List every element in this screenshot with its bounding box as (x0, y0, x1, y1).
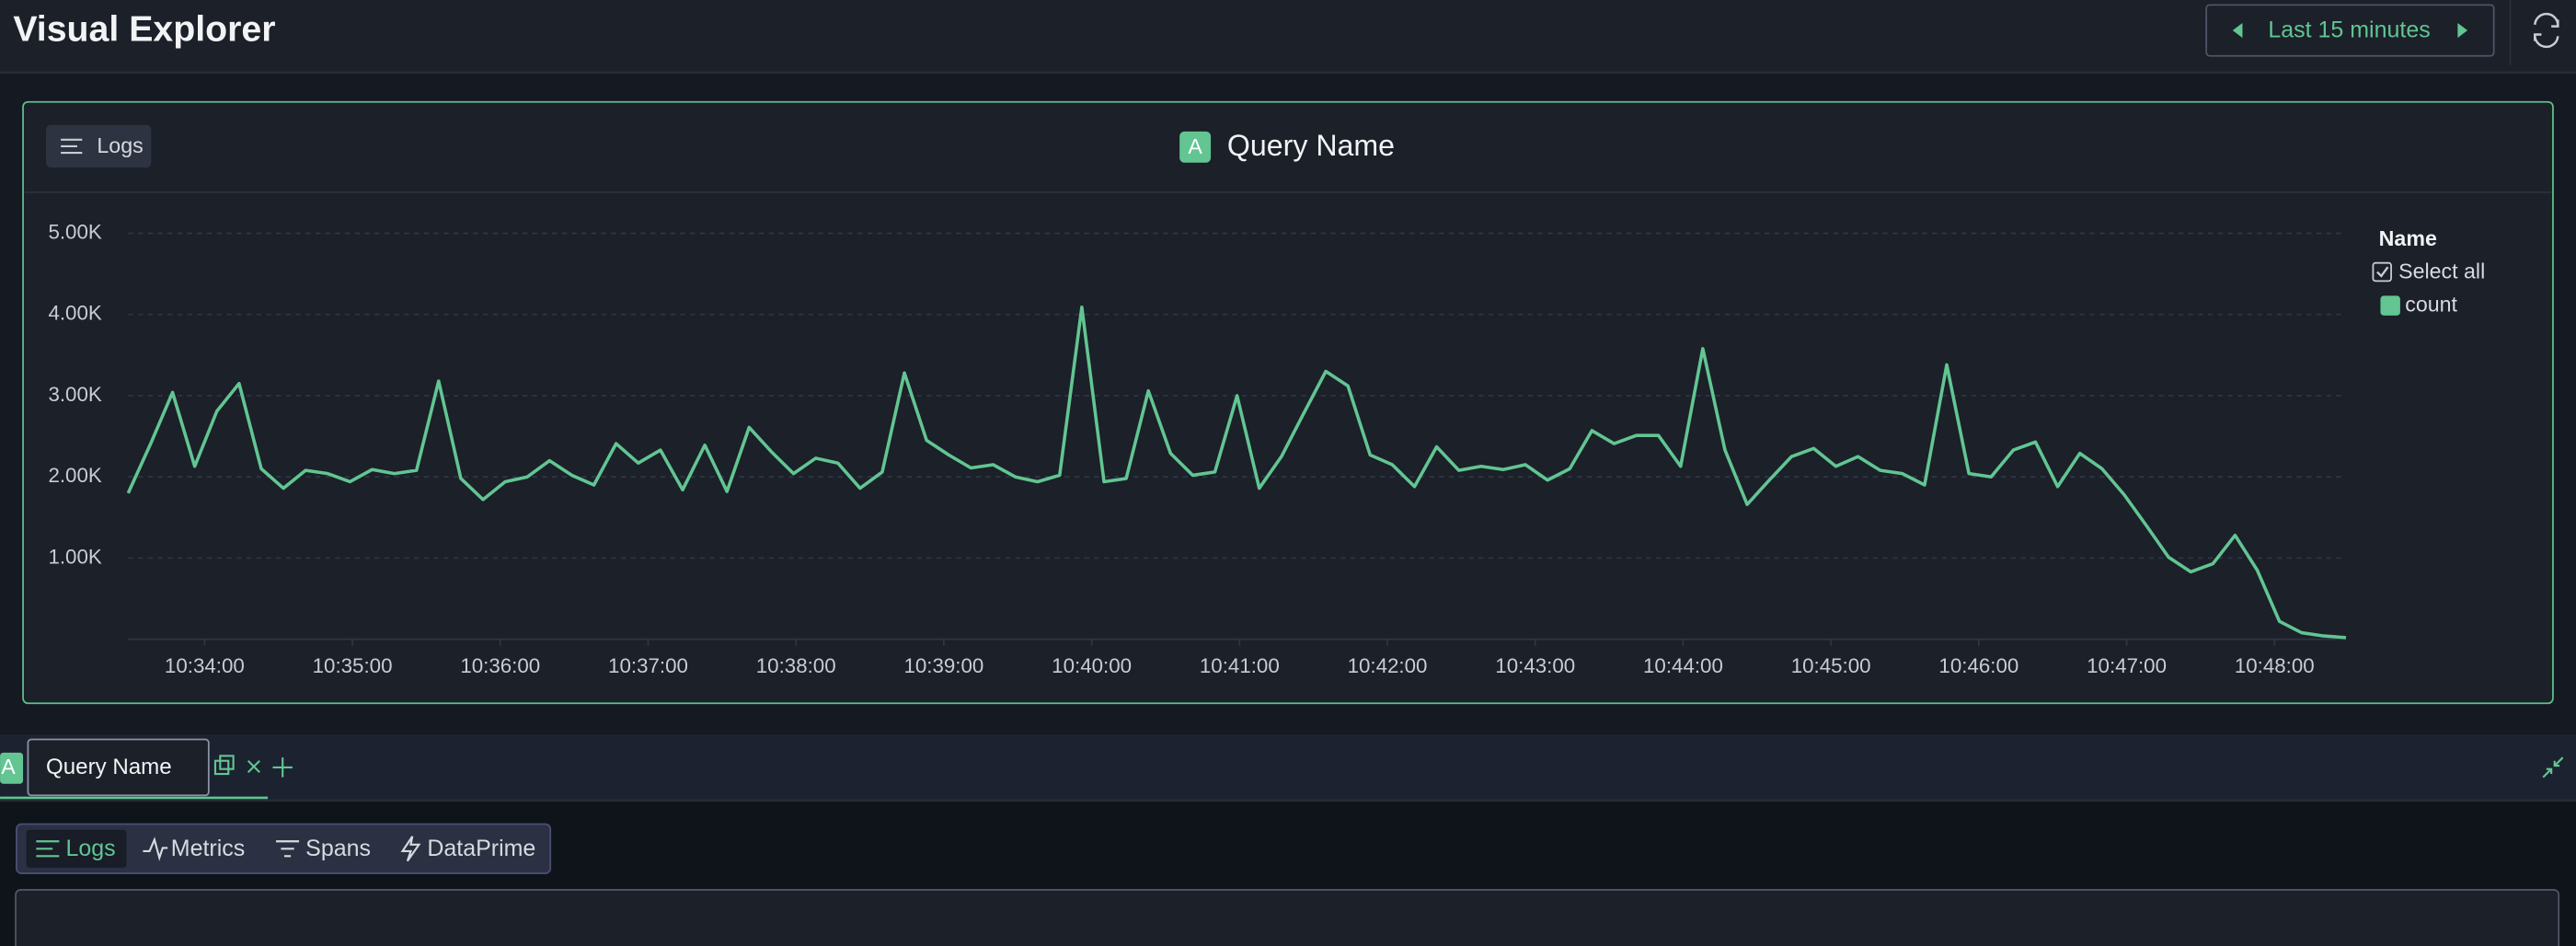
close-tab-icon[interactable] (247, 759, 260, 774)
query-type-button[interactable]: Logs (36, 836, 116, 861)
tab-badge (0, 752, 24, 784)
chart-panel (22, 100, 2554, 705)
x-tick-label: 10:35:00 (313, 654, 393, 677)
header (0, 0, 2576, 73)
checkbox[interactable] (2372, 261, 2392, 283)
y-tick-label: 4.00K (48, 302, 101, 325)
query-type-label[interactable]: Spans (305, 836, 371, 861)
time-range-picker[interactable]: Last 15 minutes (2205, 4, 2495, 57)
checkmark (2376, 266, 2389, 278)
collapse-icon[interactable] (2542, 756, 2564, 779)
next-arrow[interactable] (2457, 22, 2468, 39)
duplicate-icon[interactable] (213, 759, 230, 776)
x-tick-label: 10:36:00 (460, 654, 540, 677)
y-tick-label: 2.00K (48, 464, 101, 487)
logs-button-bg (46, 124, 152, 168)
plot: 1.00K 2.00K 3.00K 4.00K 5.00K 10:34:00 10:35:0… (48, 220, 2457, 676)
dataprime-icon (400, 836, 421, 862)
logs-source-button[interactable]: Logs (46, 124, 152, 168)
add-tab-icon[interactable] (272, 757, 293, 778)
legend-select-all-label[interactable]: Select all (2398, 260, 2485, 283)
query-badge (1179, 131, 1212, 163)
x-tick-label: 10:43:00 (1495, 654, 1575, 677)
tab-badge-letter: A (1, 755, 16, 779)
logs-button-label[interactable]: Logs (97, 133, 143, 157)
legend-title: Name (2379, 226, 2437, 250)
legend-swatch[interactable] (2380, 295, 2400, 316)
x-tick-label: 10:44:00 (1643, 654, 1723, 677)
refresh-button[interactable] (2534, 12, 2559, 49)
x-tick-label: 10:41:00 (1200, 654, 1280, 677)
x-tick-label: 10:45:00 (1791, 654, 1871, 677)
x-tick-label: 10:34:00 (165, 654, 245, 677)
query-type-button[interactable]: DataPrime (400, 836, 536, 862)
page-title: Visual Explorer (13, 8, 275, 49)
spans-icon (276, 840, 300, 858)
x-tick-label: 10:38:00 (756, 654, 836, 677)
x-tick-label: 10:37:00 (608, 654, 688, 677)
query-tab-bar (0, 734, 2576, 801)
logs-icon (61, 138, 83, 155)
query-type-selected (26, 829, 127, 868)
query-type-label[interactable]: DataPrime (427, 836, 535, 861)
x-tick-label: 10:47:00 (2087, 654, 2167, 677)
refresh-head (2551, 19, 2559, 28)
query-type-label[interactable]: Logs (65, 836, 115, 861)
x-tick-label: 10:42:00 (1348, 654, 1428, 677)
metrics-icon (143, 836, 168, 861)
tab-name[interactable]: Query Name (46, 755, 172, 779)
series-line (126, 306, 2347, 640)
y-tick-label: 3.00K (48, 383, 101, 406)
x-tick-label: 10:48:00 (2235, 654, 2315, 677)
chart-title: Query Name (1227, 129, 1395, 162)
query-types: Logs Metrics Spans DataPrime (36, 836, 536, 862)
x-tick-label: 10:46:00 (1938, 654, 2018, 677)
y-tick-label: 5.00K (48, 220, 101, 243)
query-type-label[interactable]: Metrics (171, 836, 246, 861)
prev-arrow[interactable] (2232, 22, 2243, 39)
logs-icon (36, 840, 60, 858)
time-range-border (2205, 4, 2495, 57)
x-tick-label: 10:39:00 (903, 654, 983, 677)
query-input[interactable] (15, 889, 2560, 946)
y-tick-label: 1.00K (48, 545, 101, 568)
legend-label[interactable]: count (2405, 292, 2457, 316)
time-range[interactable]: Last 15 minutes (2268, 17, 2430, 43)
query-badge-letter: A (1188, 134, 1202, 158)
query-type-button[interactable]: Spans (276, 836, 371, 861)
x-tick-label: 10:40:00 (1052, 654, 1132, 677)
duplicate-icon-back (219, 755, 235, 770)
refresh-head (2534, 33, 2542, 41)
query-type-button[interactable]: Metrics (143, 836, 245, 861)
legend-select-all[interactable]: Select all (2372, 260, 2485, 283)
tab-name-input[interactable] (27, 738, 210, 797)
